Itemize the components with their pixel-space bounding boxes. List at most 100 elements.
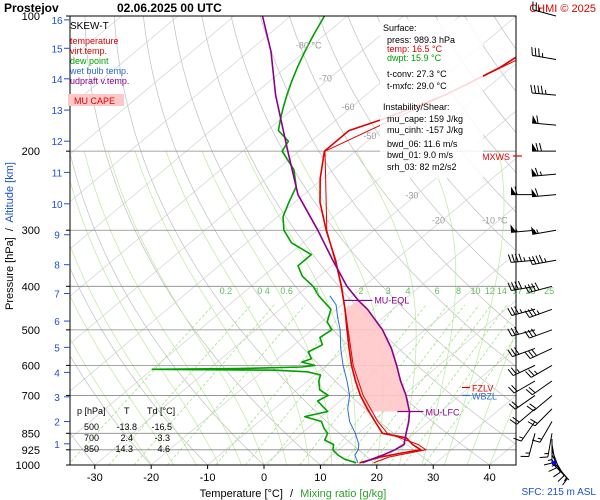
dry-adiabat <box>259 16 516 368</box>
altitude-tick-label: 1 <box>54 440 60 451</box>
mixing-ratio-line <box>423 336 516 465</box>
barb-full <box>531 348 537 356</box>
legend-dew-point: dew point <box>70 56 109 66</box>
dry-adiabat <box>347 16 516 252</box>
updraft-vtemp-line <box>261 16 411 464</box>
legend-temperature: temperature <box>70 36 119 46</box>
dry-adiabat <box>582 16 600 465</box>
y-axis-pressure-label: Pressure [hPa] <box>4 237 16 310</box>
barb-full <box>537 85 540 94</box>
dry-adiabat <box>318 16 516 290</box>
surface-info-box: Surface: press: 989.3 hPa temp: 16.5 °C … <box>380 20 483 178</box>
table-row-td: -3.3 <box>154 433 170 443</box>
isotherm-label: -80 °C <box>296 40 322 50</box>
isotherm-line <box>376 347 516 465</box>
altitude-tick-label: 10 <box>51 200 63 211</box>
copyright: CHMI © 2025 <box>529 3 596 15</box>
wind-barb <box>507 364 536 376</box>
barb-shaft <box>511 329 536 337</box>
pressure-gridlines <box>70 150 516 451</box>
barb-full <box>508 403 516 410</box>
barb-flag <box>511 186 516 195</box>
barb-full <box>517 280 523 289</box>
mixing-ratio-label: 8 <box>456 286 461 296</box>
surface-info-bg <box>380 20 483 178</box>
isotherm-line <box>546 16 600 465</box>
instab-mu-cinh: mu_cinh: -157 J/kg <box>387 125 463 135</box>
wind-barb <box>510 224 536 233</box>
altitude-tick-label: 5 <box>54 343 60 354</box>
legend-title: SKEW-T <box>70 21 109 32</box>
table-header-t: T <box>124 406 130 416</box>
barb-shaft <box>513 380 536 394</box>
altitude-tick-label: 4 <box>54 368 60 379</box>
axes: 0.2 0 4 0.6 1 2 3 4 6 8 10 12 14 17 20 25-80 °C-70-60-… <box>16 11 555 484</box>
barb-shaft <box>534 408 553 427</box>
sfc-marker <box>552 460 556 465</box>
barb-shaft <box>511 229 536 233</box>
barb-shaft <box>547 433 553 458</box>
barb-full <box>511 384 518 392</box>
wind-barb <box>525 380 553 396</box>
moist-adiabat <box>444 151 505 465</box>
table-row-p: 700 <box>84 433 99 443</box>
mixing-ratio-label: 0 4 <box>257 286 270 296</box>
barb-shaft <box>532 173 557 177</box>
station-title: Prostejov <box>4 1 59 15</box>
wind-barb <box>507 306 536 316</box>
wind-barb <box>508 380 536 394</box>
wind-barb <box>531 188 557 198</box>
temp-tick-label: -20 <box>143 472 159 484</box>
altitude-tick-label: 6 <box>54 317 60 328</box>
barb-flag <box>532 115 538 124</box>
barb-shaft <box>528 433 536 457</box>
moist-adiabat <box>70 179 220 465</box>
barb-half <box>519 436 524 439</box>
pressure-tick-label: 600 <box>22 360 40 372</box>
temp-tick-label: 40 <box>483 472 495 484</box>
y-axis-separator: / <box>4 227 16 231</box>
barb-full <box>534 188 539 197</box>
pressure-tick-label: 700 <box>22 390 40 402</box>
barb-full <box>518 253 523 262</box>
mixing-ratio-label: 1 <box>315 286 320 296</box>
legend-cape-label: MU CAPE <box>74 96 115 106</box>
isotherm-label: -60 <box>341 102 354 112</box>
dry-adiabat <box>289 16 516 329</box>
datetime-title: 02.06.2025 00 UTC <box>117 1 222 15</box>
barb-half <box>551 464 556 467</box>
barb-full <box>513 437 522 442</box>
mixing-ratio-line <box>167 304 306 465</box>
barb-full <box>553 471 561 478</box>
wind-barb <box>524 282 553 294</box>
barb-full <box>529 403 537 410</box>
wind-barb <box>507 280 536 291</box>
level-table: p [hPa] T Td [°C] 500 -13.8 -16.5 700 2.… <box>77 406 175 454</box>
shear-bwd-06: bwd_06: 11.6 m/s <box>387 139 458 149</box>
plot-frame <box>69 15 517 466</box>
pressure-tick-label: 1000 <box>16 460 40 472</box>
mixing-ratio-line <box>341 304 465 465</box>
dry-adiabat <box>376 16 516 213</box>
barb-full <box>528 369 535 376</box>
barb-full <box>530 418 538 424</box>
barb-full <box>510 282 516 291</box>
pressure-tick-label: 850 <box>22 428 40 440</box>
barb-flag <box>510 224 517 233</box>
wind-barb <box>507 253 536 263</box>
barb-full <box>514 281 519 290</box>
surface-temp: temp: 16.5 °C <box>387 44 443 54</box>
wind-barb <box>532 143 556 152</box>
wind-barb <box>508 395 536 410</box>
legend-updraft-vtemp: udpraft v.temp. <box>70 76 129 86</box>
mixing-ratio-line <box>108 304 252 465</box>
table-row-p: 850 <box>84 444 99 454</box>
mixing-ratio-line <box>357 304 480 465</box>
barb-shaft <box>532 9 557 17</box>
barb-full <box>530 328 537 336</box>
barb-full <box>534 282 540 291</box>
wind-barb <box>543 438 553 466</box>
altitude-tick-label: 9 <box>54 231 60 242</box>
altitude-tick-label: 3 <box>54 393 60 404</box>
surface-title: Surface: <box>383 23 417 33</box>
